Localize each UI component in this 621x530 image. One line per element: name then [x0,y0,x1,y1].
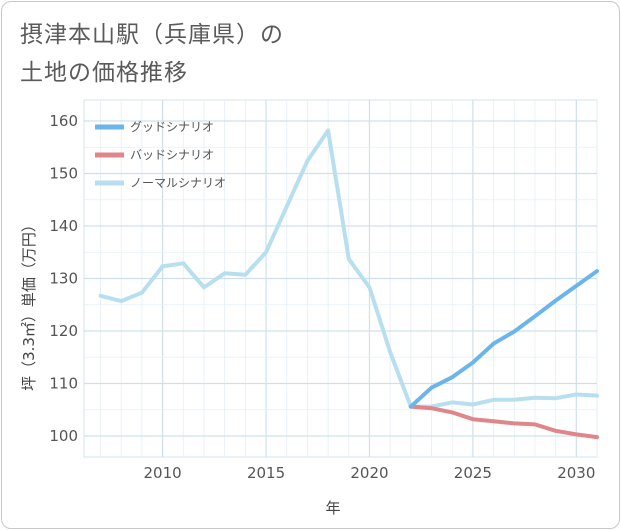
chart-title-line-1: 摂津本山駅（兵庫県）の [20,22,284,48]
y-tick-label: 140 [49,217,78,235]
x-tick-label: 2030 [557,464,595,482]
x-tick-label: 2020 [350,464,388,482]
x-tick-label: 2015 [247,464,285,482]
x-axis-label: 年 [325,499,340,517]
series-line-bad [408,404,599,440]
x-tick-label: 2010 [144,464,182,482]
legend-label: ノーマルシナリオ [130,176,226,190]
y-tick-label: 150 [49,165,78,183]
y-tick-label: 110 [49,375,78,393]
y-tick-label: 100 [49,427,78,445]
data-series [98,128,599,440]
chart-title: 摂津本山駅（兵庫県）の 土地の価格推移 [20,16,284,92]
legend-label: バッドシナリオ [130,148,214,162]
x-tick-label: 2025 [454,464,492,482]
y-axis-label: 坪（3.3㎡）単価（万円） [20,217,38,391]
y-tick-label: 130 [49,270,78,288]
series-line-good [408,269,599,409]
axis-ticks: 2010 2015 2020 2025 2030 100 110 120 130 140 150 16… [49,112,595,482]
chart-title-line-2: 土地の価格推移 [20,60,188,86]
y-tick-label: 160 [49,112,78,130]
series-line-normal [98,128,599,409]
grid-lines [83,99,598,458]
y-tick-label: 120 [49,322,78,340]
legend-label: グッドシナリオ [130,120,214,134]
